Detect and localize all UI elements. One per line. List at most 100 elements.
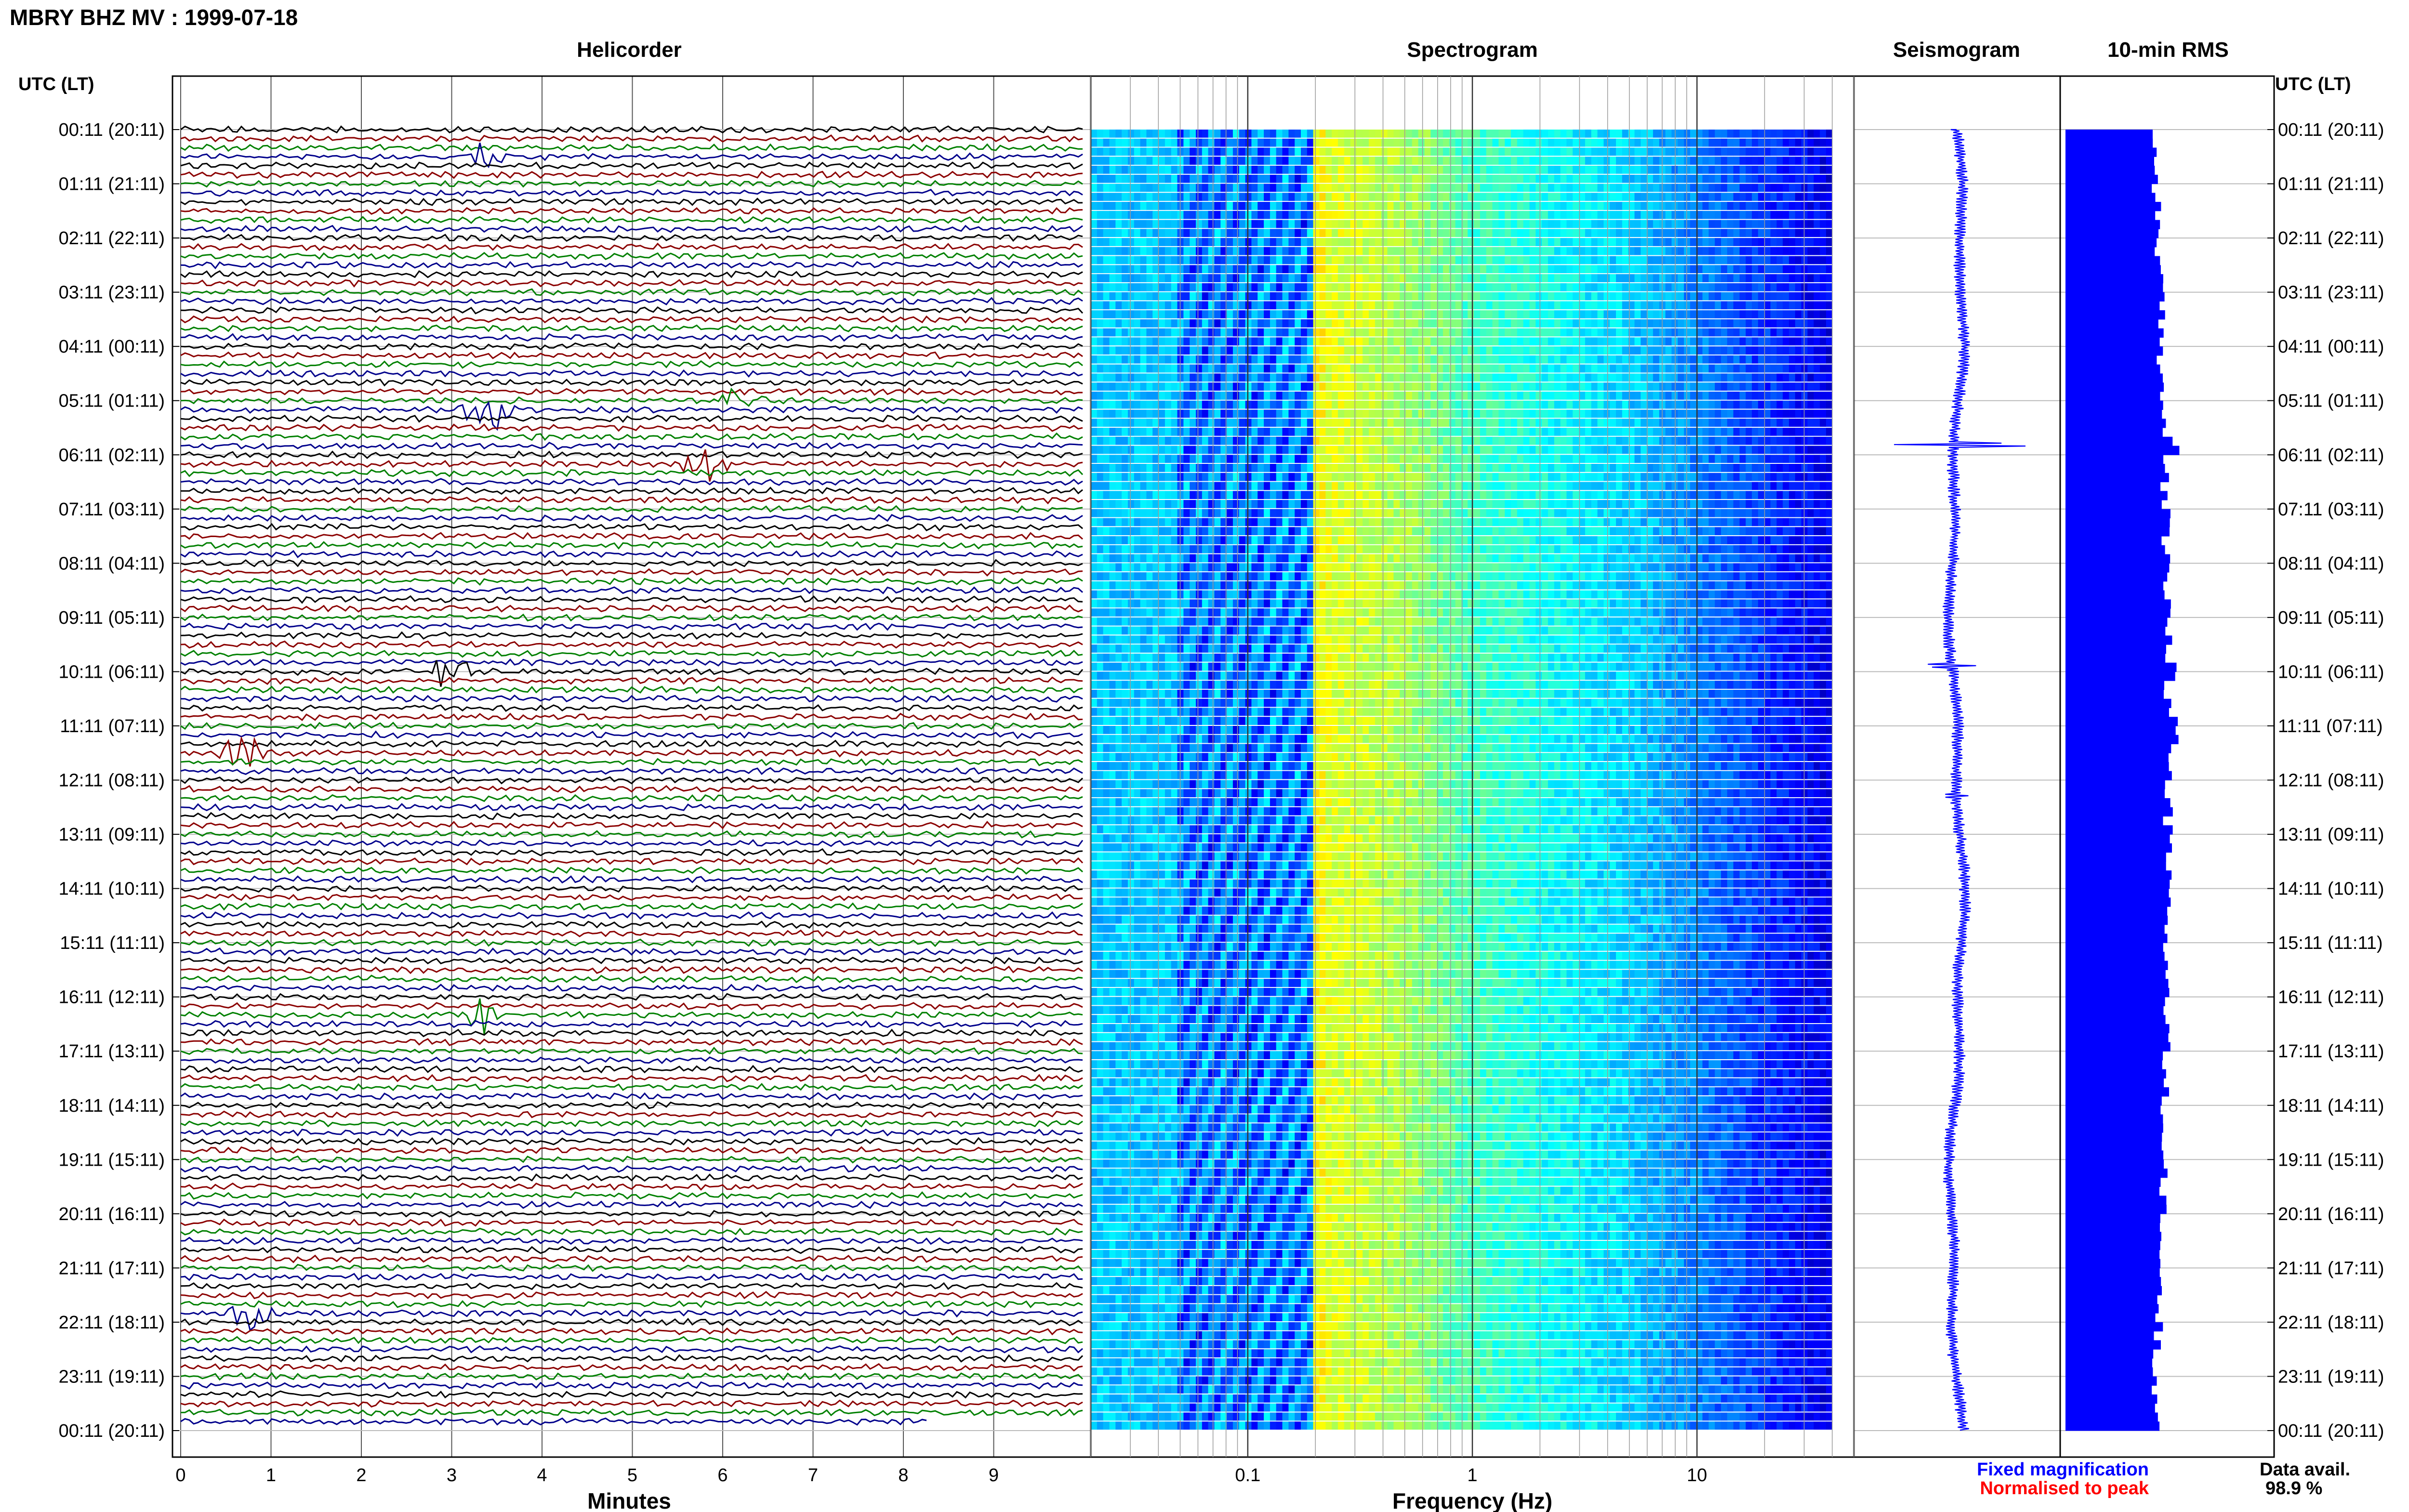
spectrogram-cell xyxy=(1214,409,1221,418)
spectrogram-cell xyxy=(1288,455,1295,463)
spectrogram-cell xyxy=(1295,455,1301,463)
spectrogram-cell xyxy=(1511,138,1518,147)
spectrogram-cell xyxy=(1424,355,1431,364)
spectrogram-cell xyxy=(1715,491,1721,500)
spectrogram-cell xyxy=(1146,319,1153,328)
spectrogram-cell xyxy=(1332,147,1338,156)
spectrogram-cell xyxy=(1708,392,1715,400)
spectrogram-cell xyxy=(1517,265,1524,274)
spectrogram-cell xyxy=(1647,229,1654,237)
spectrogram-cell xyxy=(1344,283,1351,291)
spectrogram-cell xyxy=(1418,409,1425,418)
spectrogram-cell xyxy=(1257,256,1264,264)
spectrogram-cell xyxy=(1424,138,1431,147)
spectrogram-cell xyxy=(1566,328,1573,337)
spectrogram-cell xyxy=(1535,428,1542,436)
spectrogram-cell xyxy=(1245,337,1252,346)
spectrogram-cell xyxy=(1770,229,1777,237)
spectrogram-cell xyxy=(1319,382,1326,391)
spectrogram-cell xyxy=(1783,166,1789,174)
spectrogram-cell xyxy=(1232,473,1240,481)
spectrogram-cell xyxy=(1770,301,1777,310)
spectrogram-cell xyxy=(1325,337,1332,346)
spectrogram-cell xyxy=(1739,157,1746,165)
spectrogram-cell xyxy=(1486,238,1493,246)
spectrogram-cell xyxy=(1276,256,1283,264)
spectrogram-cell xyxy=(1400,265,1406,274)
spectrogram-cell xyxy=(1795,147,1802,156)
spectrogram-cell xyxy=(1715,166,1721,174)
spectrogram-cell xyxy=(1498,157,1505,165)
spectrogram-cell xyxy=(1492,229,1499,237)
spectrogram-cell xyxy=(1313,229,1320,237)
spectrogram-cell xyxy=(1752,392,1759,400)
spectrogram-cell xyxy=(1375,174,1382,183)
spectrogram-cell xyxy=(1789,184,1796,192)
spectrogram-cell xyxy=(1208,400,1215,409)
spectrogram-cell xyxy=(1820,147,1827,156)
spectrogram-cell xyxy=(1264,130,1271,138)
spectrogram-cell xyxy=(1127,409,1135,418)
spectrogram-cell xyxy=(1295,500,1301,508)
spectrogram-cell xyxy=(1437,419,1443,427)
spectrogram-cell xyxy=(1264,256,1271,264)
spectrogram-cell xyxy=(1140,157,1147,165)
spectrogram-cell xyxy=(1183,491,1190,500)
spectrogram-cell xyxy=(1337,337,1345,346)
spectrogram-cell xyxy=(1696,138,1703,147)
spectrogram-cell xyxy=(1196,409,1203,418)
spectrogram-cell xyxy=(1696,464,1703,472)
spectrogram-cell xyxy=(1752,220,1759,228)
spectrogram-cell xyxy=(1671,464,1678,472)
spectrogram-cell xyxy=(1610,174,1616,183)
spectrogram-cell xyxy=(1387,220,1394,228)
spectrogram-cell xyxy=(1752,193,1759,201)
spectrogram-cell xyxy=(1220,265,1227,274)
spectrogram-cell xyxy=(1251,382,1258,391)
spectrogram-cell xyxy=(1653,229,1660,237)
spectrogram-cell xyxy=(1245,364,1252,373)
spectrogram-cell xyxy=(1573,364,1579,373)
spectrogram-cell xyxy=(1801,184,1808,192)
spectrogram-cell xyxy=(1826,382,1833,391)
spectrogram-cell xyxy=(1671,455,1678,463)
spectrogram-cell xyxy=(1257,482,1264,490)
spectrogram-cell xyxy=(1196,283,1203,291)
spectrogram-cell xyxy=(1115,184,1122,192)
spectrogram-cell xyxy=(1103,265,1110,274)
spectrogram-cell xyxy=(1239,210,1246,219)
spectrogram-cell xyxy=(1307,428,1314,436)
spectrogram-cell xyxy=(1288,184,1295,192)
spectrogram-cell xyxy=(1529,346,1536,355)
spectrogram-cell xyxy=(1356,400,1363,409)
spectrogram-cell xyxy=(1146,400,1153,409)
spectrogram-cell xyxy=(1665,455,1672,463)
spectrogram-cell xyxy=(1319,166,1326,174)
spectrogram-cell xyxy=(1628,310,1635,318)
spectrogram-cell xyxy=(1548,464,1555,472)
spectrogram-cell xyxy=(1251,355,1258,364)
spectrogram-cell xyxy=(1220,436,1227,445)
spectrogram-cell xyxy=(1480,283,1487,291)
spectrogram-cell xyxy=(1820,292,1827,301)
spectrogram-cell xyxy=(1758,392,1765,400)
spectrogram-cell xyxy=(1647,220,1654,228)
spectrogram-cell xyxy=(1641,202,1647,210)
spectrogram-cell xyxy=(1653,319,1660,328)
spectrogram-cell xyxy=(1634,436,1641,445)
spectrogram-cell xyxy=(1152,382,1159,391)
spectrogram-cell xyxy=(1140,400,1147,409)
spectrogram-cell xyxy=(1332,382,1338,391)
spectrogram-cell xyxy=(1449,373,1456,382)
spectrogram-cell xyxy=(1196,337,1203,346)
spectrogram-cell xyxy=(1208,328,1215,337)
spectrogram-cell xyxy=(1628,491,1635,500)
spectrogram-cell xyxy=(1257,346,1264,355)
spectrogram-cell xyxy=(1282,157,1289,165)
spectrogram-cell xyxy=(1344,455,1351,463)
spectrogram-cell xyxy=(1678,400,1684,409)
spectrogram-cell xyxy=(1152,147,1159,156)
spectrogram-cell xyxy=(1647,346,1654,355)
spectrogram-cell xyxy=(1474,392,1481,400)
spectrogram-cell xyxy=(1715,373,1721,382)
